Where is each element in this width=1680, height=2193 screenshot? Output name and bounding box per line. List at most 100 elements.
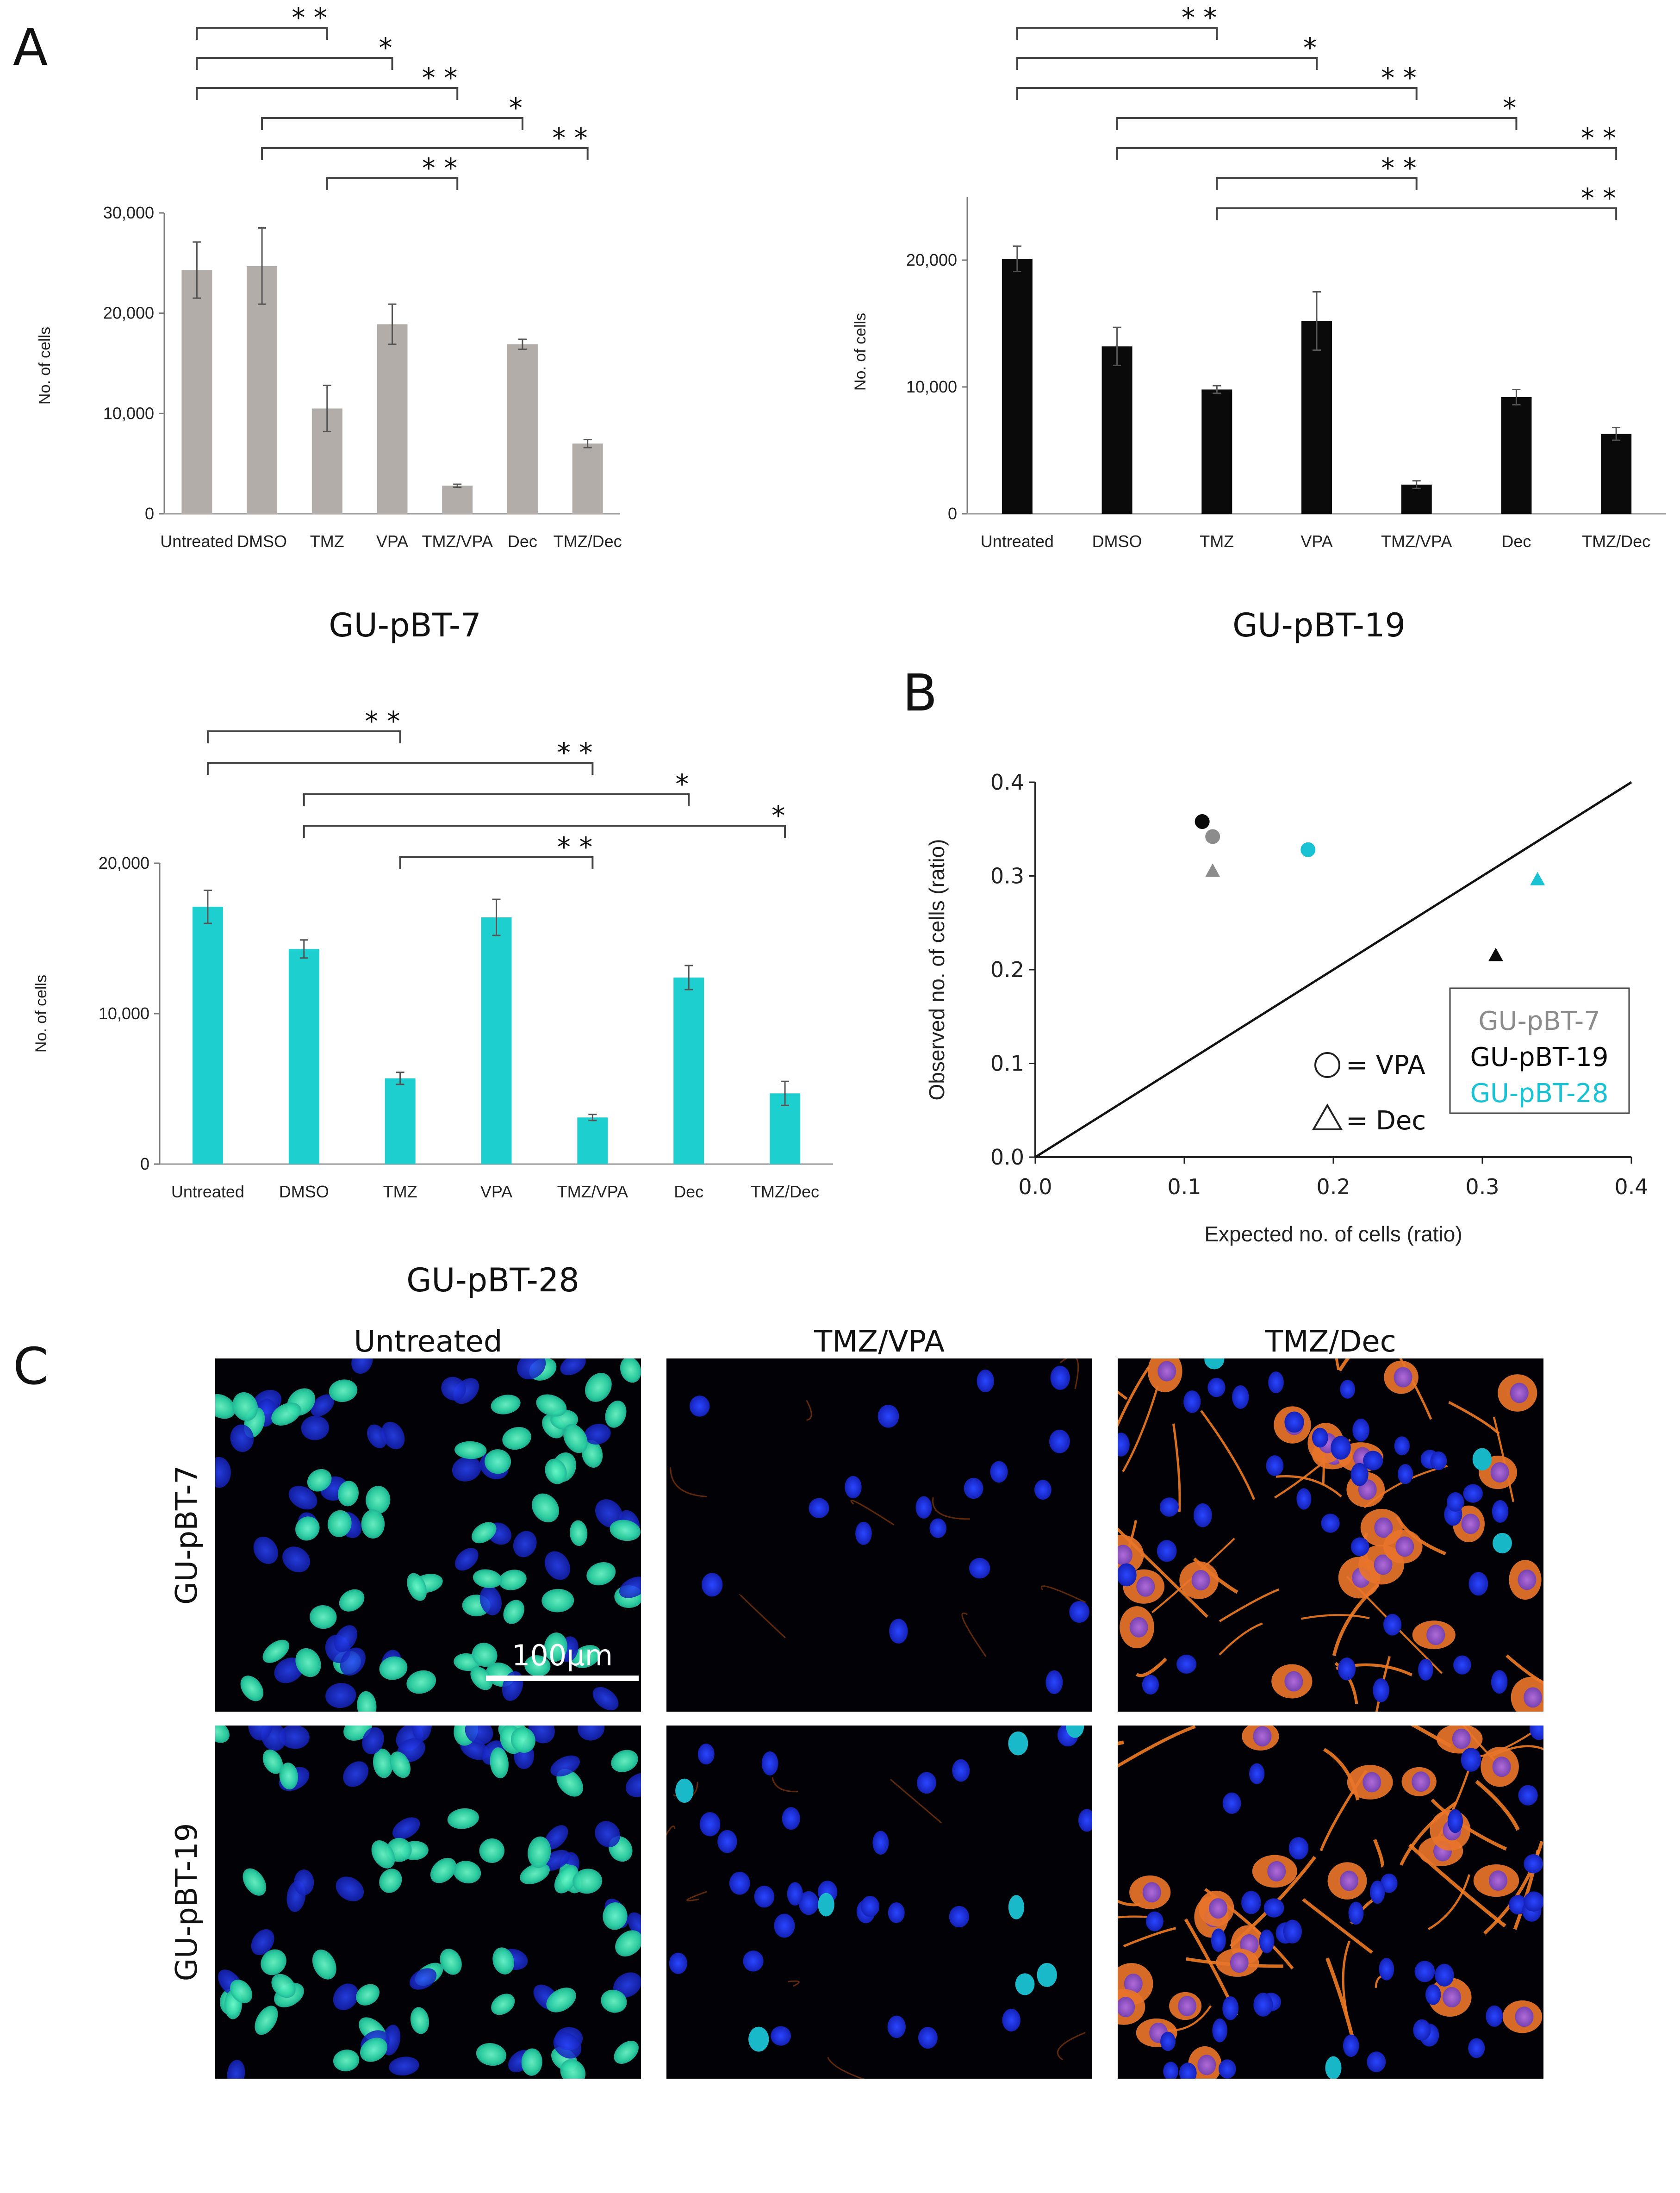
nucleus-purple [1363,1772,1381,1793]
nucleus-blue [1468,2038,1485,2058]
nucleus-blue [1193,1503,1212,1527]
x-tick-label: VPA [1300,532,1332,551]
y-axis-label: No. of cells [852,313,869,391]
nucleus-blue [964,1477,983,1499]
cell-process [1300,1614,1370,1620]
nucleus-blue [872,1831,889,1855]
nucleus-green [339,1589,365,1612]
nucleus-green [232,1392,258,1421]
nucleus-blue [1348,1901,1364,1925]
nucleus-green [327,1510,352,1537]
nucleus-green [262,1639,290,1663]
nucleus-green [601,1989,627,2013]
nucleus-green [366,1486,391,1514]
nucleus-blue [1249,1763,1265,1784]
nucleus-blue [1524,1854,1543,1874]
nucleus-purple [1136,1576,1155,1597]
nucleus-blue [774,1913,795,1938]
fibre [890,1779,942,1824]
micrograph-row-label: GU-pBT-19 [170,1823,204,1981]
nucleus-green [503,1600,524,1624]
significance-stars: * * [557,831,592,863]
nucleus-blue [513,1531,537,1558]
bar-chart-gu-pbt-7: 0 10,000 20,000 30,000 No. of cells Untreated… [36,2,622,644]
nucleus-blue [1002,2008,1020,2031]
nucleus-green [230,1979,253,2004]
nucleus-purple [1142,1882,1161,1903]
chart-caption: GU-pBT-7 [329,606,481,644]
nucleus-green [510,1727,535,1753]
nucleus-blue [1008,1895,1025,1919]
nucleus-blue [227,2060,245,2079]
y-tick-label: 20,000 [103,304,154,323]
cell-process [1399,1358,1432,1420]
significance-stars: * * [292,2,327,33]
nucleus-blue [251,1929,274,1956]
nucleus-green [476,2043,507,2066]
nucleus-blue [578,1726,605,1741]
nucleus-blue [1418,1658,1433,1681]
nucleus-blue [619,1576,641,1598]
micrograph-gu-pbt-7-tmz-vpa [666,1358,1092,1712]
fibre [772,1777,798,1793]
x-tick-label: VPA [376,532,408,551]
nucleus-blue [1266,1455,1284,1476]
bar-tmz [1201,389,1232,514]
nucleus-blue [1461,1748,1481,1772]
x-tick-label: 0.1 [1167,1174,1201,1199]
nucleus-purple [1518,1570,1537,1590]
micrograph-gu-pbt-19-untreated [215,1726,641,2079]
nucleus-green [490,1747,509,1779]
cell-process [1118,1527,1208,1618]
nucleus-blue [1241,1891,1261,1914]
significance-bracket [303,793,690,806]
nucleus-blue [771,2026,791,2046]
nucleus-purple [1492,1757,1511,1777]
nucleus-purple [1490,1462,1509,1483]
nucleus-green [379,1656,408,1680]
nucleus-green [295,1516,320,1541]
nucleus-blue [1283,1919,1302,1944]
cell-process [1276,1475,1342,1498]
nucleus-purple [1394,1367,1412,1388]
nucleus-blue [336,1876,364,1901]
nucleus-blue [761,1751,778,1776]
nucleus-blue [479,1586,502,1615]
significance-stars: * * [557,737,592,768]
nucleus-green [470,1666,492,1690]
nucleus-blue [809,1498,829,1519]
micrograph-content [666,1726,1092,2079]
significance-bracket [399,856,594,869]
significance-stars: * [1503,92,1516,124]
nucleus-green [472,1643,498,1667]
micrograph-content [1118,1726,1543,2079]
bar-untreated [181,270,212,514]
nucleus-blue [441,1377,466,1401]
nucleus-green [371,1840,395,1869]
nucleus-green [430,1857,456,1883]
nucleus-blue [888,1902,905,1923]
nucleus-blue [1037,1962,1057,1987]
nucleus-blue [1050,1365,1070,1390]
nucleus-blue [845,1476,862,1499]
micrograph-content [215,1358,641,1712]
fibre [806,1400,812,1421]
nucleus-blue [990,1461,1008,1483]
nucleus-green [329,1379,358,1402]
nucleus-blue [1204,1358,1225,1370]
cell-process [1122,1386,1159,1472]
nucleus-blue [528,1726,555,1744]
significance-bracket [261,117,523,130]
y-tick-label: 0.3 [990,864,1024,889]
nucleus-blue [1218,2059,1236,2079]
legend-entry: GU-pBT-19 [1470,1042,1608,1072]
nucleus-green [360,2037,387,2062]
nucleus-purple [1157,1361,1176,1382]
fibre [666,1825,676,1836]
nucleus-blue [592,1687,619,1711]
nucleus-blue [389,2056,419,2076]
nucleus-blue [311,1394,335,1417]
nucleus-green [620,1358,641,1383]
fibre [686,1891,707,1901]
nucleus-blue [1118,1433,1130,1457]
